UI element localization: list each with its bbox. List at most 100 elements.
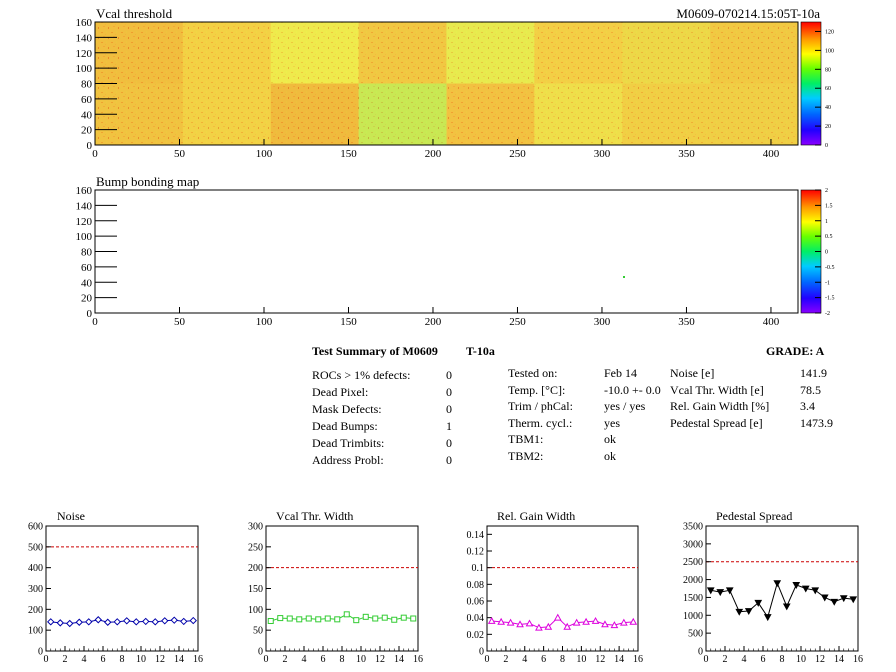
y-tick-label: 0.04 [467,613,485,624]
x-tick-label: 16 [413,654,423,665]
x-tick-label: 8 [560,654,565,665]
x-tick-label: 2 [283,654,288,665]
data-point [381,614,388,621]
x-tick-label: 14 [394,654,404,665]
x-tick-label: 4 [522,654,527,665]
data-point [180,617,188,626]
chart-frame [486,525,639,652]
data-point [343,611,350,618]
roc-block [446,22,535,84]
x-tick-label: 6 [761,654,766,665]
y-tick-label: 0.06 [467,597,485,608]
palette-tick-label: 0.5 [825,234,833,240]
x-tick-label: 150 [340,148,357,160]
palette-tick-label: 40 [825,105,831,111]
x-tick-label: 250 [509,316,526,328]
y-tick-label: 1000 [683,611,703,622]
data-point [315,616,322,623]
y-tick-label: 50 [253,626,263,637]
map1-id: M0609-070214.15:05T-10a [676,6,820,21]
y-tick-label: 120 [76,48,93,60]
y-tick-label: 140 [76,200,93,212]
x-tick-label: 12 [815,654,825,665]
x-tick-label: 4 [302,654,307,665]
defect-label: Dead Pixel: [312,385,369,399]
data-point [334,616,341,623]
data-point [277,615,284,622]
dead-bump-pixel [623,276,625,278]
data-point [113,618,121,626]
data-point [830,598,839,606]
y-tick-label: 0 [38,647,43,658]
y-tick-label: 100 [76,63,93,75]
grade-label: GRADE: A [766,344,825,358]
y-tick-label: 0.1 [472,563,485,574]
y-tick-label: 300 [28,584,43,595]
data-point [151,618,159,626]
palette-tick-label: 1 [825,219,828,225]
defect-label: Dead Bumps: [312,419,378,433]
roc-block [446,83,535,145]
data-point [85,618,93,626]
vcal-chart: Vcal Thr. Width 0 2 4 6 8 10 12 14 16 0 50 100 150 200… [248,509,423,665]
x-tick-label: 14 [614,654,624,665]
y-tick-label: 100 [248,605,263,616]
defect-value: 0 [446,453,452,467]
data-point [706,587,715,595]
data-point [142,617,150,626]
data-point [75,618,83,626]
result-value: 1473.9 [800,415,833,430]
x-tick-label: 14 [834,654,844,665]
y-tick-label: 120 [76,216,93,228]
x-tick-label: 10 [136,654,146,665]
y-tick-label: 0.14 [467,530,485,541]
x-tick-label: 16 [853,654,863,665]
defect-value: 0 [446,385,452,399]
y-tick-label: 150 [248,584,263,595]
x-tick-label: 8 [340,654,345,665]
x-tick-label: 12 [155,654,165,665]
palette-tick-label: -0.5 [825,265,835,271]
data-point [497,617,506,625]
result-value: 78.5 [800,382,821,397]
roc-block [270,83,359,145]
x-tick-label: 16 [633,654,643,665]
x-tick-label: 350 [678,316,695,328]
data-point [132,618,140,626]
condition-label: Therm. cycl.: [508,415,573,430]
roc-block [710,22,798,84]
result-label: Rel. Gain Width [%] [670,399,770,413]
noise-chart: Noise 0 2 4 6 8 10 12 14 16 0 100 200 300 400 500 600 [28,509,203,665]
data-point [410,615,417,622]
condition-label: Tested on: [508,366,558,380]
condition-value: ok [604,432,616,446]
x-tick-label: 2 [723,654,728,665]
x-tick-label: 0 [92,316,98,328]
defect-value: 0 [446,436,452,450]
defect-value: 1 [446,419,452,433]
data-point [123,617,131,625]
palette-tick-label: 0 [825,250,828,256]
condition-value: Feb 14 [604,366,637,380]
x-tick-label: 0 [485,654,490,665]
data-point [353,617,360,624]
data-point [601,620,609,628]
roc-block [182,83,271,145]
condition-value: yes / yes [604,399,646,413]
x-tick-label: 10 [576,654,586,665]
data-point [610,621,619,629]
y-tick-label: 80 [81,79,93,91]
data-point [563,622,572,630]
x-tick-label: 50 [174,148,186,160]
gain-chart: Rel. Gain Width 0 2 4 6 8 10 12 14 16 0 0.02 0.04 0.0… [467,509,644,665]
y-tick-label: 1500 [683,593,703,604]
x-tick-label: 0 [704,654,709,665]
condition-value: yes [604,415,620,430]
palette-tick-label: 120 [825,29,834,35]
data-point [189,616,197,625]
summary-title: Test Summary of M0609 [312,344,438,358]
y-tick-label: 3000 [683,539,703,550]
